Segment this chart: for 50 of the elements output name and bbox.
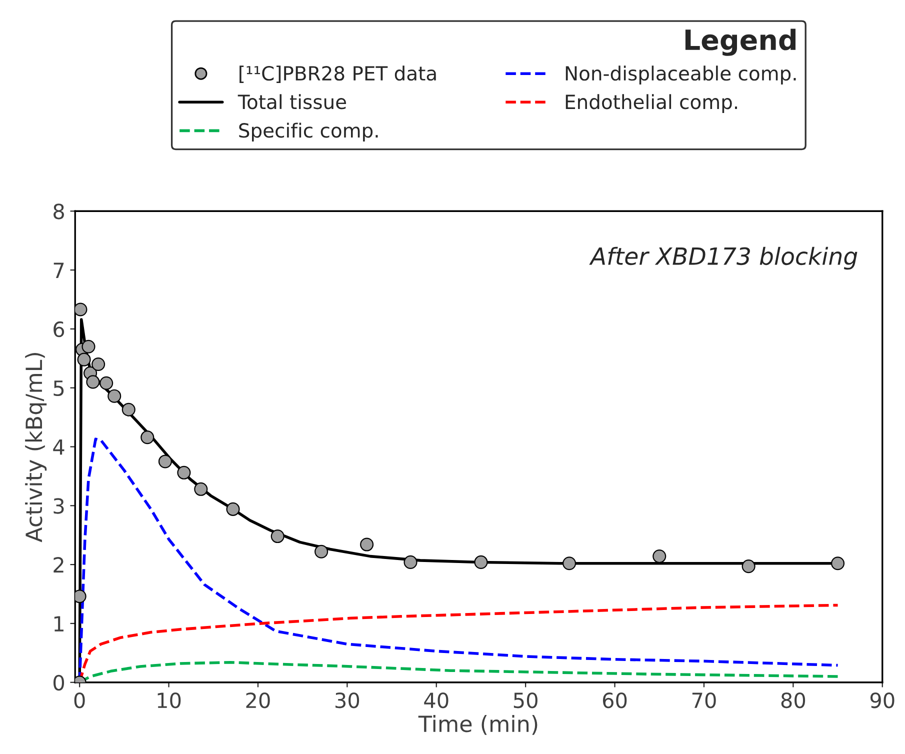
point (92, 358, 106, 372)
y-tick-label: 5 (54, 380, 64, 396)
x-tick-label: 0 (74, 692, 85, 708)
point (100, 376, 114, 390)
point (82, 340, 96, 354)
point (122, 402, 136, 416)
x-axis-title: Time (min) (418, 715, 538, 735)
annotation: After XBD173 blocking (589, 246, 858, 270)
legend-title: Legend (685, 28, 796, 56)
legend-label: Total tissue (238, 94, 346, 110)
x-tick-label: 90 (870, 692, 894, 708)
point (226, 502, 240, 516)
point (75, 302, 88, 316)
x-tick-label: 80 (781, 692, 806, 708)
x-tick-label: 70 (692, 692, 716, 708)
y-tick-label: 2 (54, 557, 64, 572)
point (474, 555, 488, 569)
point (314, 544, 328, 558)
legend-label: Specific comp. (239, 122, 378, 142)
x-tick-label: 50 (514, 692, 538, 708)
y-tick-label: 1 (54, 616, 64, 632)
x-tick-label: 40 (424, 692, 448, 708)
x-tick-label: 10 (158, 692, 181, 708)
point (140, 430, 154, 444)
y-tick-label: 3 (54, 498, 64, 514)
legend-label: Non-displaceable comp. (566, 66, 796, 84)
point (831, 556, 845, 570)
x-tick-label: 30 (336, 692, 360, 708)
point (77, 352, 91, 366)
point (360, 538, 374, 552)
point (177, 466, 191, 480)
y-tick-label: 0 (54, 674, 64, 691)
point (404, 555, 418, 569)
point (86, 375, 100, 389)
legend-label: Endothelial comp. (566, 94, 738, 113)
x-tick-label: 20 (246, 692, 270, 708)
point (742, 560, 756, 574)
point (194, 482, 208, 496)
point (108, 389, 122, 403)
y-tick-label: 8 (54, 204, 64, 220)
legend-label: [¹¹C]PBR28 PET data (240, 66, 436, 83)
y-axis-title: Activity (kBq/mL) (25, 353, 47, 542)
y-tick-label: 6 (54, 321, 64, 338)
point (270, 530, 284, 544)
point (158, 454, 172, 468)
x-tick-label: 60 (602, 692, 627, 708)
y-tick-label: 4 (53, 439, 64, 455)
point (562, 556, 576, 570)
point (652, 550, 666, 564)
y-tick-label: 7 (54, 262, 64, 278)
